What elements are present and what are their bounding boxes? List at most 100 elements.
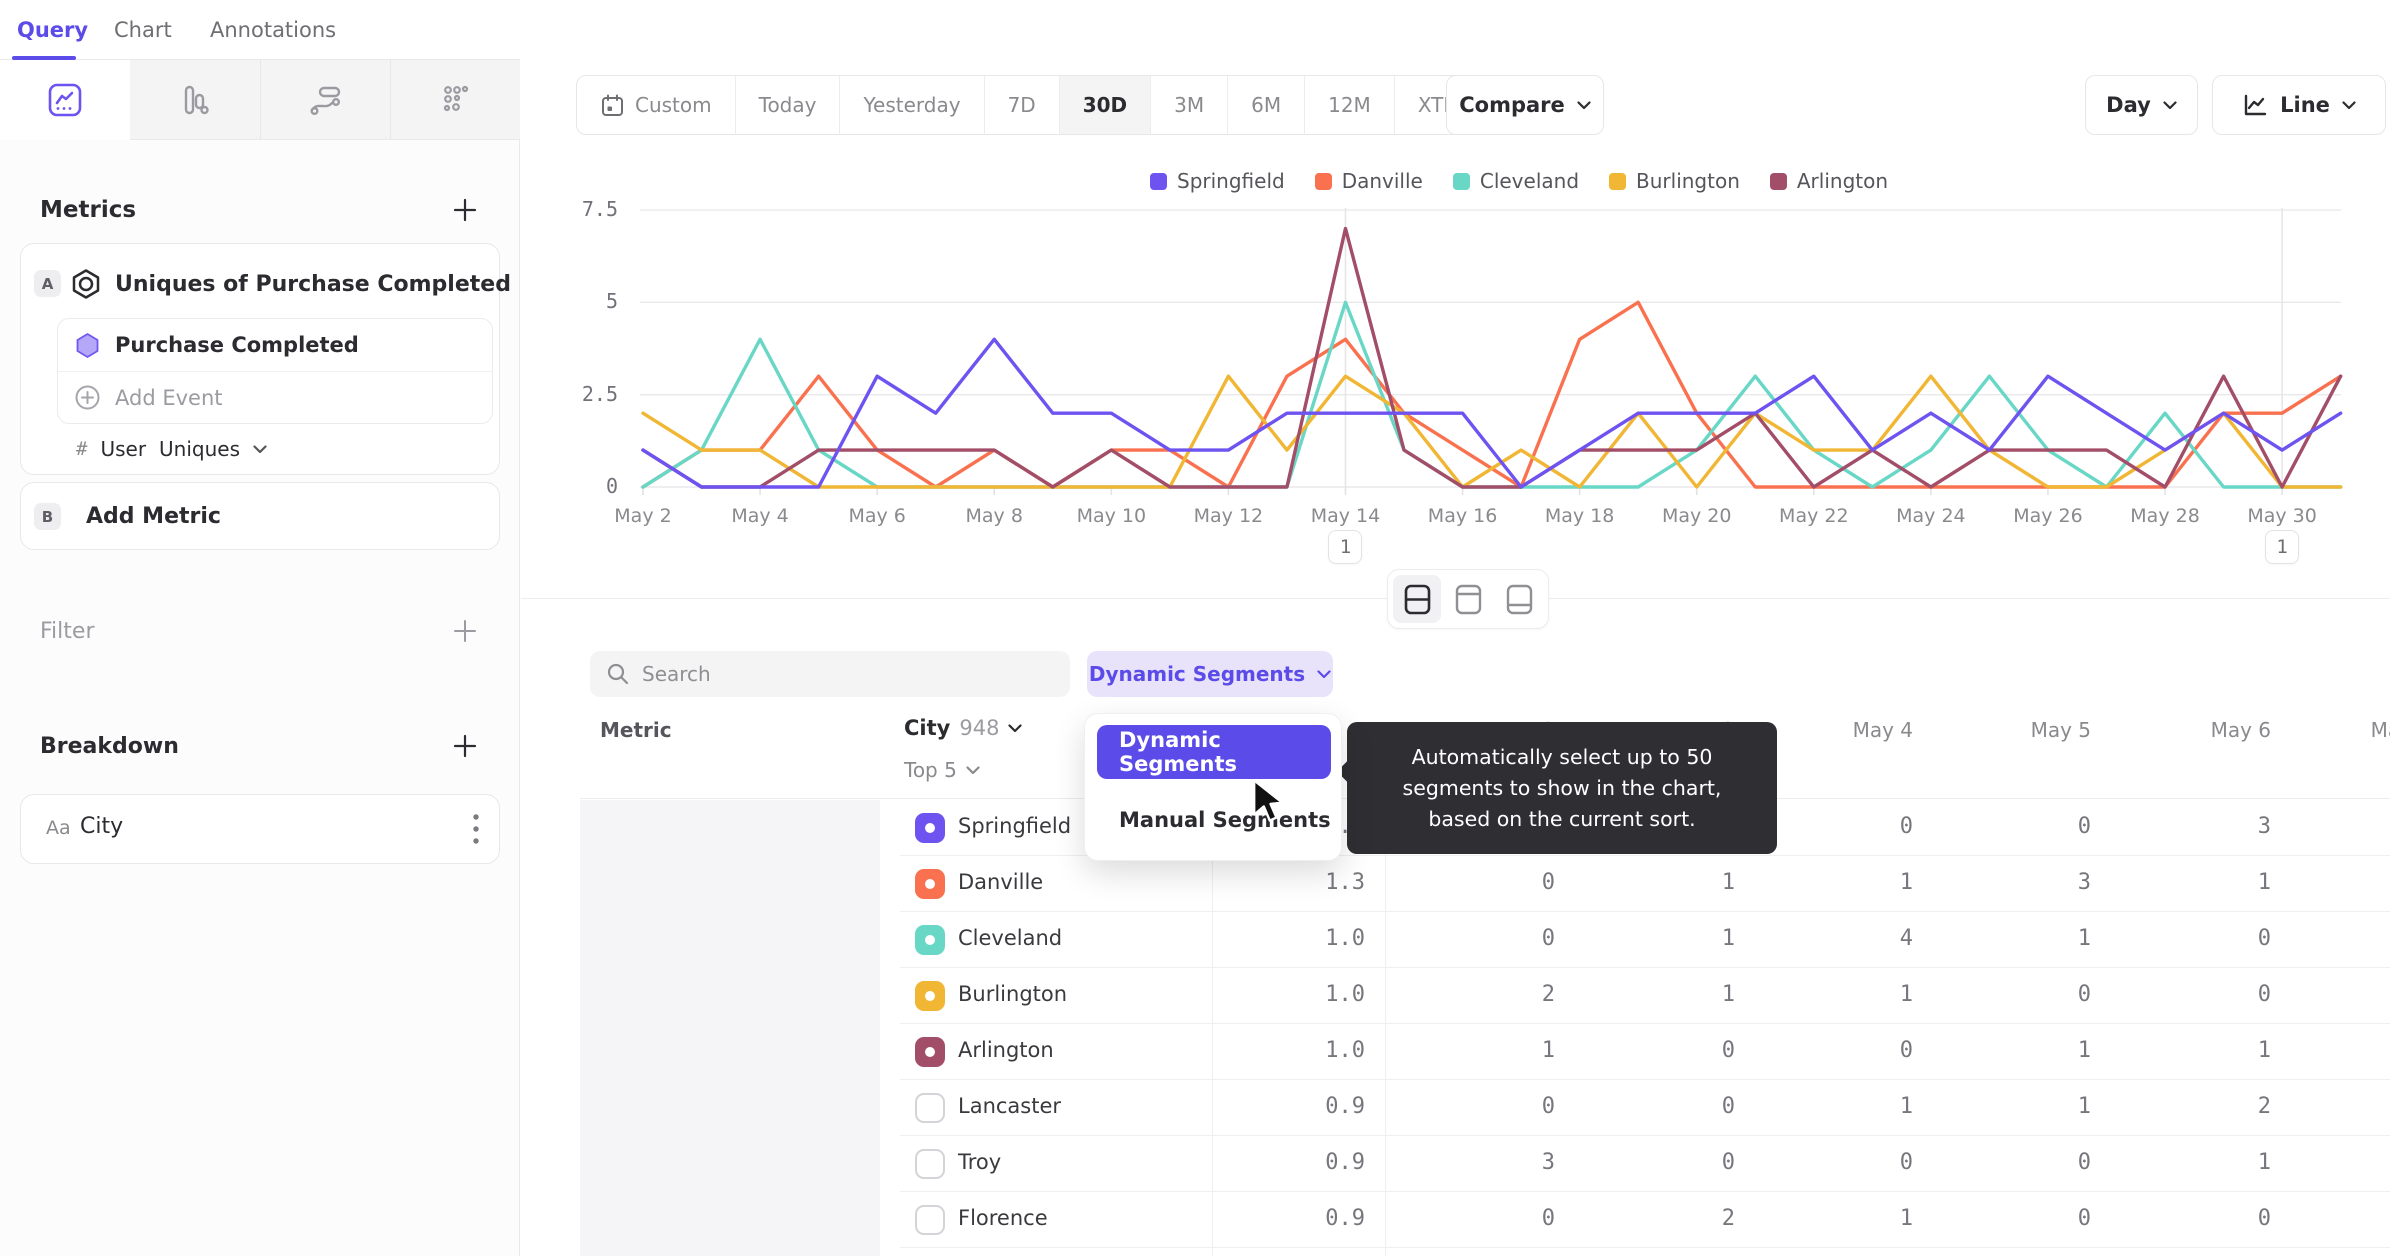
event-block: Purchase Completed Add Event xyxy=(57,318,493,424)
range-3m[interactable]: 3M xyxy=(1150,76,1227,134)
segment-value: 1 xyxy=(1899,1206,1913,1231)
tab-line-chart-type[interactable] xyxy=(0,60,130,140)
segment-checkbox[interactable] xyxy=(915,1093,945,1123)
legend-swatch xyxy=(1314,172,1332,190)
column-header-may-7[interactable]: May 7 xyxy=(2370,718,2390,742)
menu-item-dynamic-segments[interactable]: Dynamic Segments xyxy=(1097,725,1331,779)
tab-stream-chart-type[interactable] xyxy=(260,60,390,140)
range-yesterday[interactable]: Yesterday xyxy=(839,76,983,134)
segment-checkbox[interactable] xyxy=(915,869,945,899)
line-style-icon xyxy=(2244,94,2267,116)
segment-checkbox[interactable] xyxy=(915,1037,945,1067)
tab-annotations[interactable]: Annotations xyxy=(210,0,336,60)
segment-search[interactable] xyxy=(590,651,1070,697)
legend-label: Danville xyxy=(1341,169,1423,193)
checkbox-dot xyxy=(925,823,935,833)
segments-mode-button[interactable]: Dynamic Segments xyxy=(1087,651,1333,697)
y-tick-label: 0 xyxy=(605,474,618,498)
range-12m-label: 12M xyxy=(1328,93,1371,117)
add-breakdown-plus-icon[interactable] xyxy=(450,731,480,761)
tab-query[interactable]: Query xyxy=(17,0,88,60)
search-input[interactable] xyxy=(642,662,1042,686)
segment-checkbox[interactable] xyxy=(915,1149,945,1179)
menu-item-manual-segments[interactable]: Manual Segments xyxy=(1119,808,1331,832)
metric-row-panel: Uniques of Purchase Com... xyxy=(580,800,880,1256)
legend-item-springfield[interactable]: Springfield xyxy=(1150,169,1285,193)
group-count: 948 xyxy=(959,716,1000,740)
legend-item-cleveland[interactable]: Cleveland xyxy=(1452,169,1579,193)
segment-value: 0 xyxy=(1541,870,1555,895)
tab-chart[interactable]: Chart xyxy=(114,0,172,60)
measure-selector[interactable]: # User Uniques xyxy=(76,437,267,461)
range-custom[interactable]: Custom xyxy=(577,76,735,134)
segment-value: 1 xyxy=(2257,1038,2271,1063)
segment-average: 1.0 xyxy=(1325,926,1365,951)
annotation-badge[interactable]: 1 xyxy=(2265,530,2300,564)
top-tab-bar: Query Chart Annotations xyxy=(0,0,520,60)
range-7d[interactable]: 7D xyxy=(983,76,1059,134)
table-row-burlington: Burlington 1.0 2 1 1 0 0 xyxy=(900,968,2390,1024)
add-metric-plus-icon[interactable] xyxy=(450,195,480,225)
x-tick-label: May 26 xyxy=(2013,505,2083,527)
metric-b-badge: B xyxy=(34,503,61,530)
range-12m[interactable]: 12M xyxy=(1304,76,1394,134)
search-icon xyxy=(607,663,629,685)
line-chart[interactable] xyxy=(620,200,2390,500)
segment-value: 0 xyxy=(1721,1038,1735,1063)
legend-swatch xyxy=(1150,172,1167,190)
legend-item-arlington[interactable]: Arlington xyxy=(1769,169,1888,193)
segment-checkbox[interactable] xyxy=(915,1205,945,1235)
legend-swatch xyxy=(1452,172,1470,190)
range-6m[interactable]: 6M xyxy=(1227,76,1304,134)
table-row-arlington: Arlington 1.0 1 0 0 1 1 xyxy=(900,1024,2390,1080)
segment-value: 0 xyxy=(1541,926,1555,951)
table-vertical-divider xyxy=(1212,800,1213,1256)
range-today[interactable]: Today xyxy=(734,76,840,134)
annotation-badge[interactable]: 1 xyxy=(1328,530,1363,564)
segments-tooltip: Automatically select up to 50 segments t… xyxy=(1347,722,1777,855)
tab-bar-chart-type[interactable] xyxy=(130,60,260,140)
column-header-may-6[interactable]: May 6 xyxy=(2210,718,2271,742)
add-metric-card[interactable]: B Add Metric xyxy=(20,482,500,550)
segment-value: 0 xyxy=(2077,982,2091,1007)
granularity-button[interactable]: Day xyxy=(2085,75,2198,135)
segment-value: 3 xyxy=(2077,870,2091,895)
legend-item-danville[interactable]: Danville xyxy=(1314,169,1423,193)
compare-button[interactable]: Compare xyxy=(1446,75,1604,135)
metric-card-a[interactable]: A Uniques of Purchase Completed Purchase… xyxy=(20,243,511,475)
tab-scatter-chart-type[interactable] xyxy=(390,60,520,140)
add-event-row[interactable]: Add Event xyxy=(58,371,492,423)
chart-style-button[interactable]: Line xyxy=(2212,75,2386,135)
layout-chart-only-button[interactable] xyxy=(1444,575,1492,623)
column-header-may-4[interactable]: May 4 xyxy=(1852,718,1913,742)
legend-item-burlington[interactable]: Burlington xyxy=(1609,169,1740,193)
chart-type-tabs xyxy=(0,60,520,140)
table-row-troy: Troy 0.9 3 0 0 0 1 xyxy=(900,1136,2390,1192)
range-6m-label: 6M xyxy=(1251,93,1282,117)
range-30d[interactable]: 30D xyxy=(1058,76,1151,134)
segment-name: Springfield xyxy=(958,814,1072,838)
segment-checkbox[interactable] xyxy=(915,925,945,955)
range-7d-label: 7D xyxy=(1007,93,1036,117)
layout-table-only-button[interactable] xyxy=(1495,575,1543,623)
breakdown-property-label: City xyxy=(80,814,124,839)
stream-chart-icon xyxy=(310,86,340,115)
segment-value: 0 xyxy=(1899,1038,1913,1063)
purchase-event-hexagon-icon xyxy=(76,332,99,358)
top-n-selector[interactable]: Top 5 xyxy=(904,758,980,782)
breakdown-item-city[interactable]: Aa City xyxy=(20,794,500,864)
column-header-may-5[interactable]: May 5 xyxy=(2030,718,2091,742)
segment-average: 0.9 xyxy=(1325,1206,1365,1231)
x-tick-label: May 4 xyxy=(731,505,789,527)
event-row-purchase-completed[interactable]: Purchase Completed xyxy=(58,319,492,371)
segment-value: 2 xyxy=(1721,1206,1735,1231)
layout-split-button[interactable] xyxy=(1393,575,1441,623)
kebab-menu-icon[interactable] xyxy=(471,810,481,848)
segment-checkbox[interactable] xyxy=(915,981,945,1011)
x-tick-label: May 14 xyxy=(1310,505,1381,527)
segment-name: Troy xyxy=(958,1150,1002,1174)
group-by-selector[interactable]: City 948 xyxy=(904,716,1023,740)
segment-value: 2 xyxy=(2257,1094,2271,1119)
add-filter-plus-icon[interactable] xyxy=(450,616,480,646)
segment-checkbox[interactable] xyxy=(915,813,945,843)
